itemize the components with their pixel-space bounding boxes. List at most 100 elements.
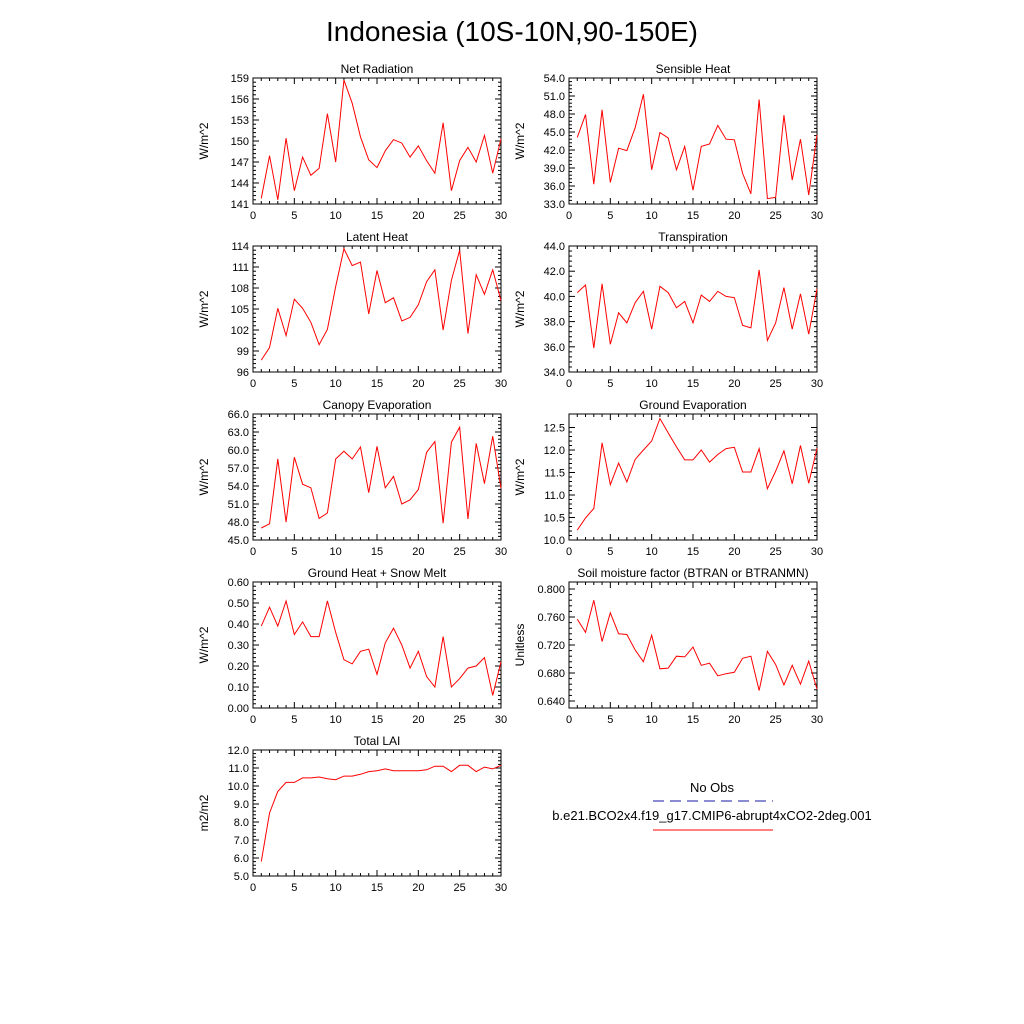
y-tick-label: 111	[232, 262, 249, 274]
x-tick-label: 20	[728, 210, 740, 222]
y-tick-label: 11.0	[544, 490, 565, 502]
panel-title: Soil moisture factor (BTRAN or BTRANMN)	[577, 566, 808, 580]
x-tick-label: 20	[728, 378, 740, 390]
series-line	[576, 94, 818, 200]
x-tick-label: 10	[330, 378, 342, 390]
x-tick-label: 5	[291, 210, 297, 222]
plot-frame	[568, 413, 818, 541]
y-tick-label: 40.0	[544, 291, 565, 303]
series-line	[260, 599, 502, 696]
y-tick-label: 7.0	[234, 835, 249, 847]
y-tick-label: 96	[237, 367, 249, 379]
y-tick-label: 48.0	[228, 517, 249, 529]
x-tick-label: 20	[728, 714, 740, 726]
y-tick-label: 156	[231, 94, 249, 106]
x-tick-label: 30	[811, 378, 823, 390]
y-tick-label: 44.0	[544, 241, 565, 253]
x-tick-label: 30	[495, 714, 507, 726]
y-axis-label: W/m^2	[513, 458, 527, 495]
chart-panel-6: Ground Heat + Snow Melt W/m^2 0 5 10 15 20 25 30…	[197, 566, 507, 726]
y-tick-label: 9.0	[234, 799, 249, 811]
y-tick-label: 0.30	[228, 640, 249, 652]
panel-title: Total LAI	[354, 734, 401, 748]
x-tick-label: 25	[454, 882, 466, 894]
x-tick-label: 10	[646, 546, 658, 558]
x-tick-label: 15	[371, 882, 383, 894]
y-axis-label: W/m^2	[197, 458, 211, 495]
y-tick-label: 12.0	[228, 745, 249, 757]
y-tick-label: 141	[231, 199, 249, 211]
y-tick-label: 63.0	[228, 427, 249, 439]
x-tick-label: 30	[495, 546, 507, 558]
y-tick-label: 38.0	[544, 317, 565, 329]
y-tick-label: 57.0	[228, 463, 249, 475]
x-tick-label: 5	[607, 546, 613, 558]
plot-frame	[568, 77, 818, 205]
x-tick-label: 10	[330, 210, 342, 222]
x-tick-label: 15	[687, 714, 699, 726]
y-tick-label: 42.0	[544, 266, 565, 278]
x-tick-label: 10	[646, 378, 658, 390]
x-tick-label: 15	[687, 210, 699, 222]
series-line	[260, 247, 502, 361]
x-tick-label: 25	[770, 714, 782, 726]
x-tick-label: 30	[495, 882, 507, 894]
series-line	[576, 417, 818, 531]
y-axis-label: W/m^2	[513, 122, 527, 159]
y-tick-label: 45.0	[228, 535, 249, 547]
y-tick-label: 10.0	[544, 535, 565, 547]
y-tick-label: 33.0	[544, 199, 565, 211]
y-tick-label: 36.0	[544, 342, 565, 354]
x-tick-label: 20	[412, 210, 424, 222]
x-tick-label: 5	[291, 378, 297, 390]
chart-panel-5: Ground Evaporation W/m^2 0 5 10 15 20 25 30 10.0 1…	[513, 398, 823, 558]
x-tick-label: 30	[811, 210, 823, 222]
series-line	[576, 600, 818, 691]
y-axis-label: W/m^2	[197, 122, 211, 159]
legend-obs-label: No Obs	[690, 780, 735, 795]
y-tick-label: 39.0	[544, 163, 565, 175]
x-tick-label: 30	[495, 378, 507, 390]
panel-title: Ground Evaporation	[639, 398, 746, 412]
y-tick-label: 0.640	[537, 696, 565, 708]
series-line	[261, 425, 502, 529]
y-axis-label: Unitless	[513, 624, 527, 667]
y-tick-label: 48.0	[544, 109, 565, 121]
chart-panel-3: Transpiration W/m^2 0 5 10 15 20 25 30 34.0 36.0 38…	[513, 230, 823, 390]
y-axis-label: W/m^2	[197, 626, 211, 663]
x-tick-label: 0	[566, 546, 572, 558]
plot-frame	[568, 245, 818, 373]
x-tick-label: 20	[412, 714, 424, 726]
x-tick-label: 0	[566, 378, 572, 390]
x-tick-label: 20	[412, 378, 424, 390]
y-tick-label: 12.0	[544, 445, 565, 457]
y-tick-label: 6.0	[234, 853, 249, 865]
x-tick-label: 15	[687, 378, 699, 390]
y-tick-label: 159	[231, 73, 249, 85]
x-tick-label: 25	[454, 210, 466, 222]
y-tick-label: 105	[231, 304, 249, 316]
panel-title: Canopy Evaporation	[323, 398, 432, 412]
x-tick-label: 0	[250, 714, 256, 726]
x-tick-label: 0	[566, 210, 572, 222]
x-tick-label: 15	[371, 714, 383, 726]
panel-title: Latent Heat	[346, 230, 409, 244]
x-tick-label: 0	[250, 882, 256, 894]
x-tick-label: 10	[330, 882, 342, 894]
plot-frame	[252, 245, 502, 373]
x-tick-label: 5	[291, 882, 297, 894]
y-tick-label: 5.0	[234, 871, 249, 883]
x-tick-label: 10	[330, 546, 342, 558]
y-tick-label: 10.5	[544, 513, 565, 525]
y-tick-label: 99	[237, 346, 249, 358]
x-tick-label: 25	[770, 378, 782, 390]
x-tick-label: 5	[607, 714, 613, 726]
y-tick-label: 102	[231, 325, 249, 337]
x-tick-label: 15	[371, 546, 383, 558]
y-tick-label: 0.60	[228, 577, 249, 589]
x-tick-label: 5	[291, 546, 297, 558]
y-tick-label: 108	[231, 283, 249, 295]
panel-title: Net Radiation	[341, 62, 414, 76]
chart-panel-7: Soil moisture factor (BTRAN or BTRANMN) U…	[513, 566, 823, 726]
